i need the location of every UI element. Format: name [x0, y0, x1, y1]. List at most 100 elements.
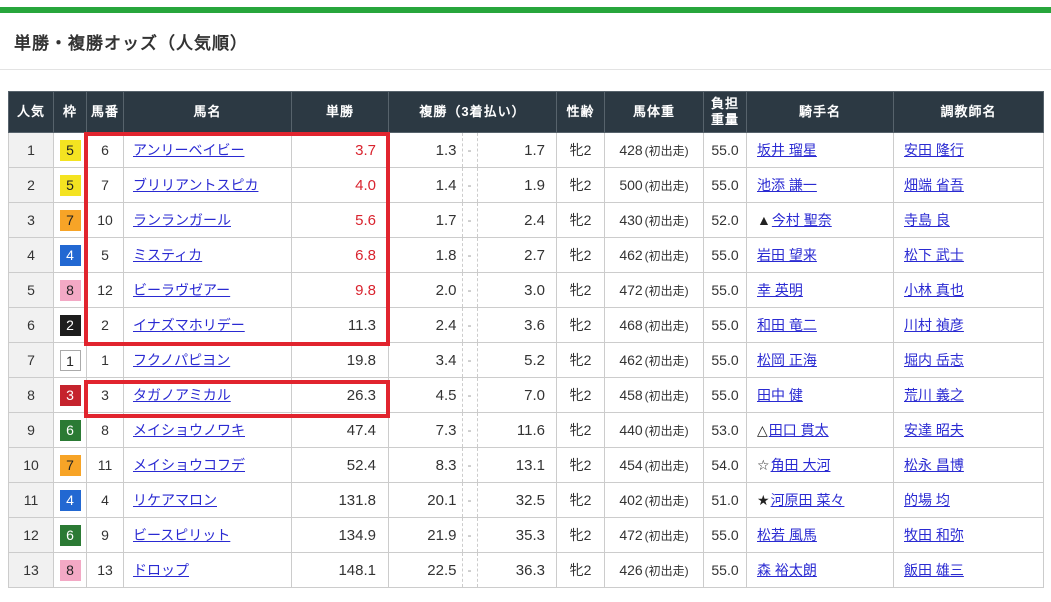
- horse-name-link[interactable]: ドロップ: [133, 562, 189, 578]
- place-odds-dash: -: [461, 483, 478, 517]
- jockey-link[interactable]: 今村 聖奈: [771, 212, 832, 228]
- place-odds-high: 3.0: [524, 281, 545, 299]
- load-weight-cell: 54.0: [703, 447, 747, 483]
- horse-weight-note: (初出走): [644, 528, 689, 543]
- trainer-link[interactable]: 安田 隆行: [904, 142, 964, 158]
- jockey-link[interactable]: 森 裕太朗: [757, 562, 817, 578]
- frame-cell: 3: [53, 377, 87, 413]
- jockey-link[interactable]: 池添 謙一: [757, 177, 817, 193]
- horse-name-link[interactable]: ビースピリット: [133, 527, 231, 543]
- table-row: 4 4 5 ミスティカ 6.8 1.8 - 2.7 牝2 462 (初出走) 55…: [8, 237, 1044, 273]
- place-odds-dash: -: [461, 168, 478, 202]
- rank-cell: 6: [8, 307, 54, 343]
- sex-age-cell: 牝2: [556, 517, 605, 553]
- frame-cell: 6: [53, 517, 87, 553]
- trainer-link[interactable]: 牧田 和弥: [904, 527, 964, 543]
- table-row: 2 5 7 ブリリアントスピカ 4.0 1.4 - 1.9 牝2 500 (初出走…: [8, 167, 1044, 203]
- horse-weight-note: (初出走): [644, 283, 689, 298]
- horse-name-link[interactable]: フクノパピヨン: [133, 352, 231, 368]
- trainer-cell: 小林 真也: [893, 272, 1044, 308]
- horse-weight-value: 472: [619, 281, 643, 298]
- place-odds-low: 2.4: [435, 316, 457, 334]
- trainer-cell: 松下 武士: [893, 237, 1044, 273]
- horse-name-link[interactable]: メイショウノワキ: [133, 422, 245, 438]
- header-place: 複勝（3着払い）: [388, 91, 557, 133]
- page-title: 単勝・複勝オッズ（人気順）: [14, 34, 248, 53]
- trainer-link[interactable]: 寺島 良: [904, 212, 950, 228]
- rank-cell: 12: [8, 517, 54, 553]
- horse-name-link[interactable]: ビーラヴゼアー: [133, 282, 231, 298]
- win-odds-cell: 26.3: [291, 377, 389, 413]
- horse-number-cell: 3: [86, 377, 124, 413]
- horse-weight-value: 458: [619, 386, 643, 403]
- place-odds-dash: -: [461, 133, 478, 167]
- jockey-link[interactable]: 和田 竜二: [757, 317, 817, 333]
- horse-name-link[interactable]: ミスティカ: [133, 247, 203, 263]
- trainer-link[interactable]: 畑端 省吾: [904, 177, 964, 193]
- rank-cell: 7: [8, 342, 54, 378]
- apprentice-mark: ▲: [757, 212, 771, 228]
- trainer-link[interactable]: 松永 昌博: [904, 457, 964, 473]
- place-odds-dash: -: [461, 553, 478, 587]
- place-odds-low: 8.3: [435, 456, 457, 474]
- horse-name-link[interactable]: ブリリアントスピカ: [133, 177, 259, 193]
- horse-weight-cell: 468 (初出走): [604, 307, 704, 343]
- horse-weight-value: 472: [619, 526, 643, 543]
- trainer-link[interactable]: 川村 禎彦: [904, 317, 964, 333]
- sex-age-cell: 牝2: [556, 202, 605, 238]
- horse-name-cell: フクノパピヨン: [123, 342, 292, 378]
- header-row: 人気 枠 馬番 馬名 単勝 複勝（3着払い） 性齢 馬体重 負担 重量 騎手名 調…: [8, 91, 1044, 133]
- trainer-link[interactable]: 安達 昭夫: [904, 422, 964, 438]
- trainer-link[interactable]: 飯田 雄三: [904, 562, 964, 578]
- horse-name-link[interactable]: メイショウコフデ: [133, 457, 245, 473]
- place-odds-dash: -: [461, 518, 478, 552]
- frame-cell: 4: [53, 237, 87, 273]
- horse-weight-cell: 440 (初出走): [604, 412, 704, 448]
- horse-name-link[interactable]: タガノアミカル: [133, 387, 231, 403]
- trainer-link[interactable]: 堀内 岳志: [904, 352, 964, 368]
- place-odds-cell: 1.7 - 2.4: [388, 202, 557, 238]
- frame-cell: 6: [53, 412, 87, 448]
- horse-name-link[interactable]: アンリーベイビー: [133, 142, 245, 158]
- trainer-cell: 寺島 良: [893, 202, 1044, 238]
- load-weight-cell: 55.0: [703, 342, 747, 378]
- trainer-link[interactable]: 松下 武士: [904, 247, 964, 263]
- win-odds-cell: 3.7: [291, 132, 389, 168]
- win-odds-cell: 19.8: [291, 342, 389, 378]
- jockey-link[interactable]: 松岡 正海: [757, 352, 817, 368]
- place-odds-high: 1.9: [524, 176, 545, 194]
- horse-name-link[interactable]: イナズマホリデー: [133, 317, 245, 333]
- jockey-link[interactable]: 田中 健: [757, 387, 803, 403]
- trainer-link[interactable]: 荒川 義之: [904, 387, 964, 403]
- jockey-link[interactable]: 松若 風馬: [757, 527, 817, 543]
- jockey-link[interactable]: 河原田 菜々: [770, 492, 845, 508]
- jockey-link[interactable]: 坂井 瑠星: [757, 142, 817, 158]
- horse-name-link[interactable]: リケアマロン: [133, 492, 217, 508]
- horse-name-link[interactable]: ランランガール: [133, 212, 231, 228]
- horse-number-cell: 1: [86, 342, 124, 378]
- trainer-cell: 川村 禎彦: [893, 307, 1044, 343]
- jockey-cell: 松若 風馬: [746, 517, 894, 553]
- load-weight-cell: 55.0: [703, 167, 747, 203]
- table-row: 10 7 11 メイショウコフデ 52.4 8.3 - 13.1 牝2 454(…: [8, 447, 1044, 483]
- load-weight-cell: 55.0: [703, 552, 747, 588]
- trainer-link[interactable]: 的場 均: [904, 492, 950, 508]
- header-trainer: 調教師名: [893, 91, 1044, 133]
- place-odds-dash: -: [461, 448, 478, 482]
- rank-cell: 2: [8, 167, 54, 203]
- jockey-link[interactable]: 岩田 望来: [757, 247, 817, 263]
- horse-number-cell: 9: [86, 517, 124, 553]
- horse-name-cell: タガノアミカル: [123, 377, 292, 413]
- rank-cell: 8: [8, 377, 54, 413]
- jockey-link[interactable]: 幸 英明: [757, 282, 803, 298]
- jockey-link[interactable]: 角田 大河: [770, 457, 831, 473]
- place-odds-cell: 22.5 - 36.3: [388, 552, 557, 588]
- horse-number-cell: 10: [86, 202, 124, 238]
- trainer-link[interactable]: 小林 真也: [904, 282, 964, 298]
- jockey-link[interactable]: 田口 貫太: [768, 422, 829, 438]
- horse-weight-cell: 500 (初出走): [604, 167, 704, 203]
- place-odds-low: 21.9: [427, 526, 457, 544]
- jockey-cell: 田中 健: [746, 377, 894, 413]
- header-name: 馬名: [123, 91, 292, 133]
- horse-weight-value: 468: [619, 316, 643, 333]
